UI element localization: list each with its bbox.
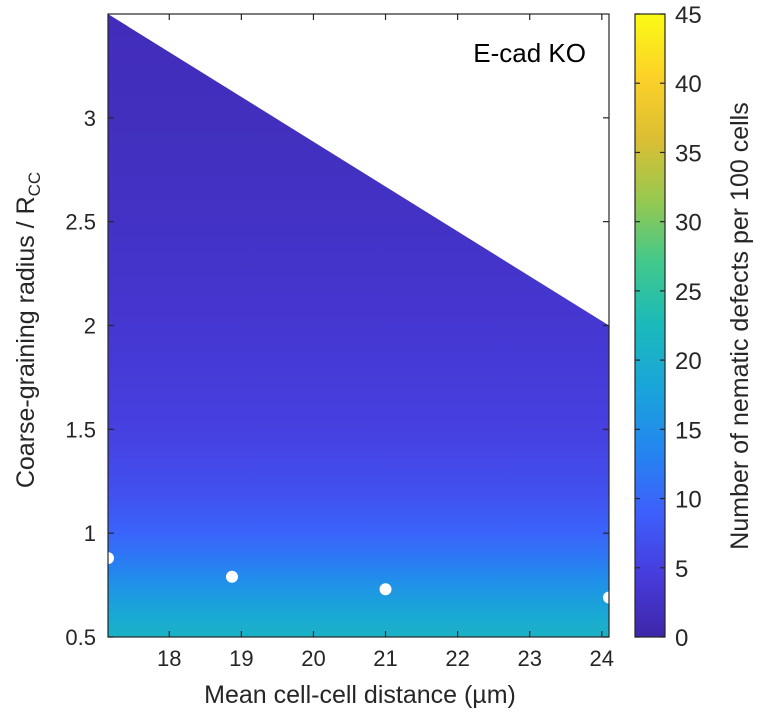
y-axis-label-main: Coarse-graining radius / R <box>12 196 40 488</box>
x-tick-label: 20 <box>301 646 325 671</box>
x-tick-label: 19 <box>229 646 253 671</box>
colorbar-ticks: 0 5 10 15 20 25 30 35 40 45 <box>635 2 702 652</box>
heatmap-surface <box>108 14 609 637</box>
y-tick-label: 1.5 <box>65 417 96 442</box>
colorbar-tick-label: 40 <box>675 71 702 98</box>
data-point <box>225 570 238 583</box>
colorbar-tick-label: 45 <box>675 2 702 29</box>
colorbar-gradient <box>634 13 666 638</box>
data-point <box>379 583 392 596</box>
data-point <box>108 552 114 565</box>
colorbar-tick-label: 35 <box>675 140 702 167</box>
data-point <box>603 591 609 604</box>
colorbar-tick-label: 10 <box>675 487 702 514</box>
x-tick-label: 21 <box>373 646 397 671</box>
y-tick-label: 2 <box>84 314 96 339</box>
colorbar-label: Number of nematic defects per 100 cells <box>726 102 754 549</box>
y-tick-label: 0.5 <box>65 625 96 650</box>
y-axis-label: Coarse-graining radius / RCC <box>12 172 44 488</box>
x-tick-label: 24 <box>590 646 614 671</box>
x-tick-label: 22 <box>445 646 469 671</box>
colorbar-tick-label: 30 <box>675 210 702 237</box>
data-points <box>108 552 609 604</box>
y-axis-label-subscript: CC <box>25 172 44 197</box>
colorbar: 0 5 10 15 20 25 30 35 40 45 <box>634 2 702 652</box>
condition-annotation: E-cad KO <box>473 38 586 68</box>
x-tick-label: 18 <box>157 646 181 671</box>
y-tick-label: 3 <box>84 106 96 131</box>
colorbar-tick-label: 20 <box>675 348 702 375</box>
x-axis-label: Mean cell-cell distance (µm) <box>204 681 516 709</box>
y-tick-label: 2.5 <box>65 210 96 235</box>
x-tick-label: 23 <box>517 646 541 671</box>
plot-area: 18 19 20 21 22 23 24 0.5 1 1.5 2 2.5 3 <box>65 13 614 671</box>
colorbar-tick-label: 15 <box>675 417 702 444</box>
y-axis-ticks: 0.5 1 1.5 2 2.5 3 <box>65 106 609 650</box>
colorbar-tick-label: 0 <box>675 625 688 652</box>
y-tick-label: 1 <box>84 521 96 546</box>
colorbar-tick-label: 5 <box>675 556 688 583</box>
x-axis-ticks: 18 19 20 21 22 23 24 <box>157 14 614 671</box>
colorbar-tick-label: 25 <box>675 279 702 306</box>
